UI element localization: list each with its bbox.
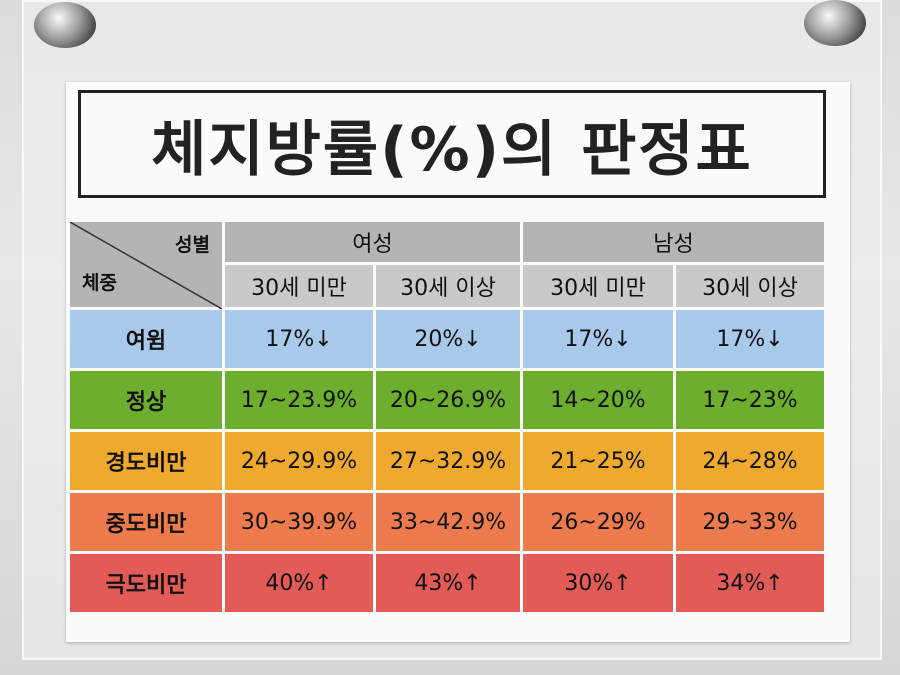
cell: 30%↑ (523, 554, 673, 612)
corner-bottom: 체중 (82, 272, 117, 294)
diagonal (70, 222, 222, 309)
table: 성별 체중 여성 남성 30세 미만 30세 이상 30세 미만 30세 이상 여윔 1… (67, 219, 827, 615)
row-header: 극도비만 (70, 554, 222, 612)
row: 정상 17~23.9% 20~26.9% 14~20% 17~23% (70, 371, 824, 429)
corner-cell: 성별 체중 (70, 222, 222, 309)
row: 여윔 17%↓ 20%↓ 17%↓ 17%↓ (70, 310, 824, 368)
cell: 24~29.9% (225, 432, 373, 490)
cell: 29~33% (676, 493, 824, 551)
group-header: 남성 (523, 222, 824, 262)
cell: 24~28% (676, 432, 824, 490)
sub-header: 30세 이상 (376, 265, 520, 307)
cell: 30~39.9% (225, 493, 373, 551)
cell: 34%↑ (676, 554, 824, 612)
row-header: 경도비만 (70, 432, 222, 490)
cell: 33~42.9% (376, 493, 520, 551)
cell: 17~23.9% (225, 371, 373, 429)
corner-top: 성별 (175, 234, 210, 256)
screw (34, 2, 96, 48)
sub-header: 30세 미만 (523, 265, 673, 307)
row: 경도비만 24~29.9% 27~32.9% 21~25% 24~28% (70, 432, 824, 490)
sub-header: 30세 이상 (676, 265, 824, 307)
title: 체지방률(%)의 판정표 (78, 90, 826, 198)
row-header: 정상 (70, 371, 222, 429)
sub-header: 30세 미만 (225, 265, 373, 307)
screw (804, 0, 866, 46)
cell: 20~26.9% (376, 371, 520, 429)
cell: 17%↓ (523, 310, 673, 368)
cell: 40%↑ (225, 554, 373, 612)
cell: 26~29% (523, 493, 673, 551)
group-header: 여성 (225, 222, 520, 262)
cell: 27~32.9% (376, 432, 520, 490)
row-header: 중도비만 (70, 493, 222, 551)
cell: 17~23% (676, 371, 824, 429)
cell: 20%↓ (376, 310, 520, 368)
cell: 43%↑ (376, 554, 520, 612)
row: 극도비만 40%↑ 43%↑ 30%↑ 34%↑ (70, 554, 824, 612)
cell: 21~25% (523, 432, 673, 490)
cell: 17%↓ (225, 310, 373, 368)
row: 중도비만 30~39.9% 33~42.9% 26~29% 29~33% (70, 493, 824, 551)
cell: 17%↓ (676, 310, 824, 368)
cell: 14~20% (523, 371, 673, 429)
row-header: 여윔 (70, 310, 222, 368)
